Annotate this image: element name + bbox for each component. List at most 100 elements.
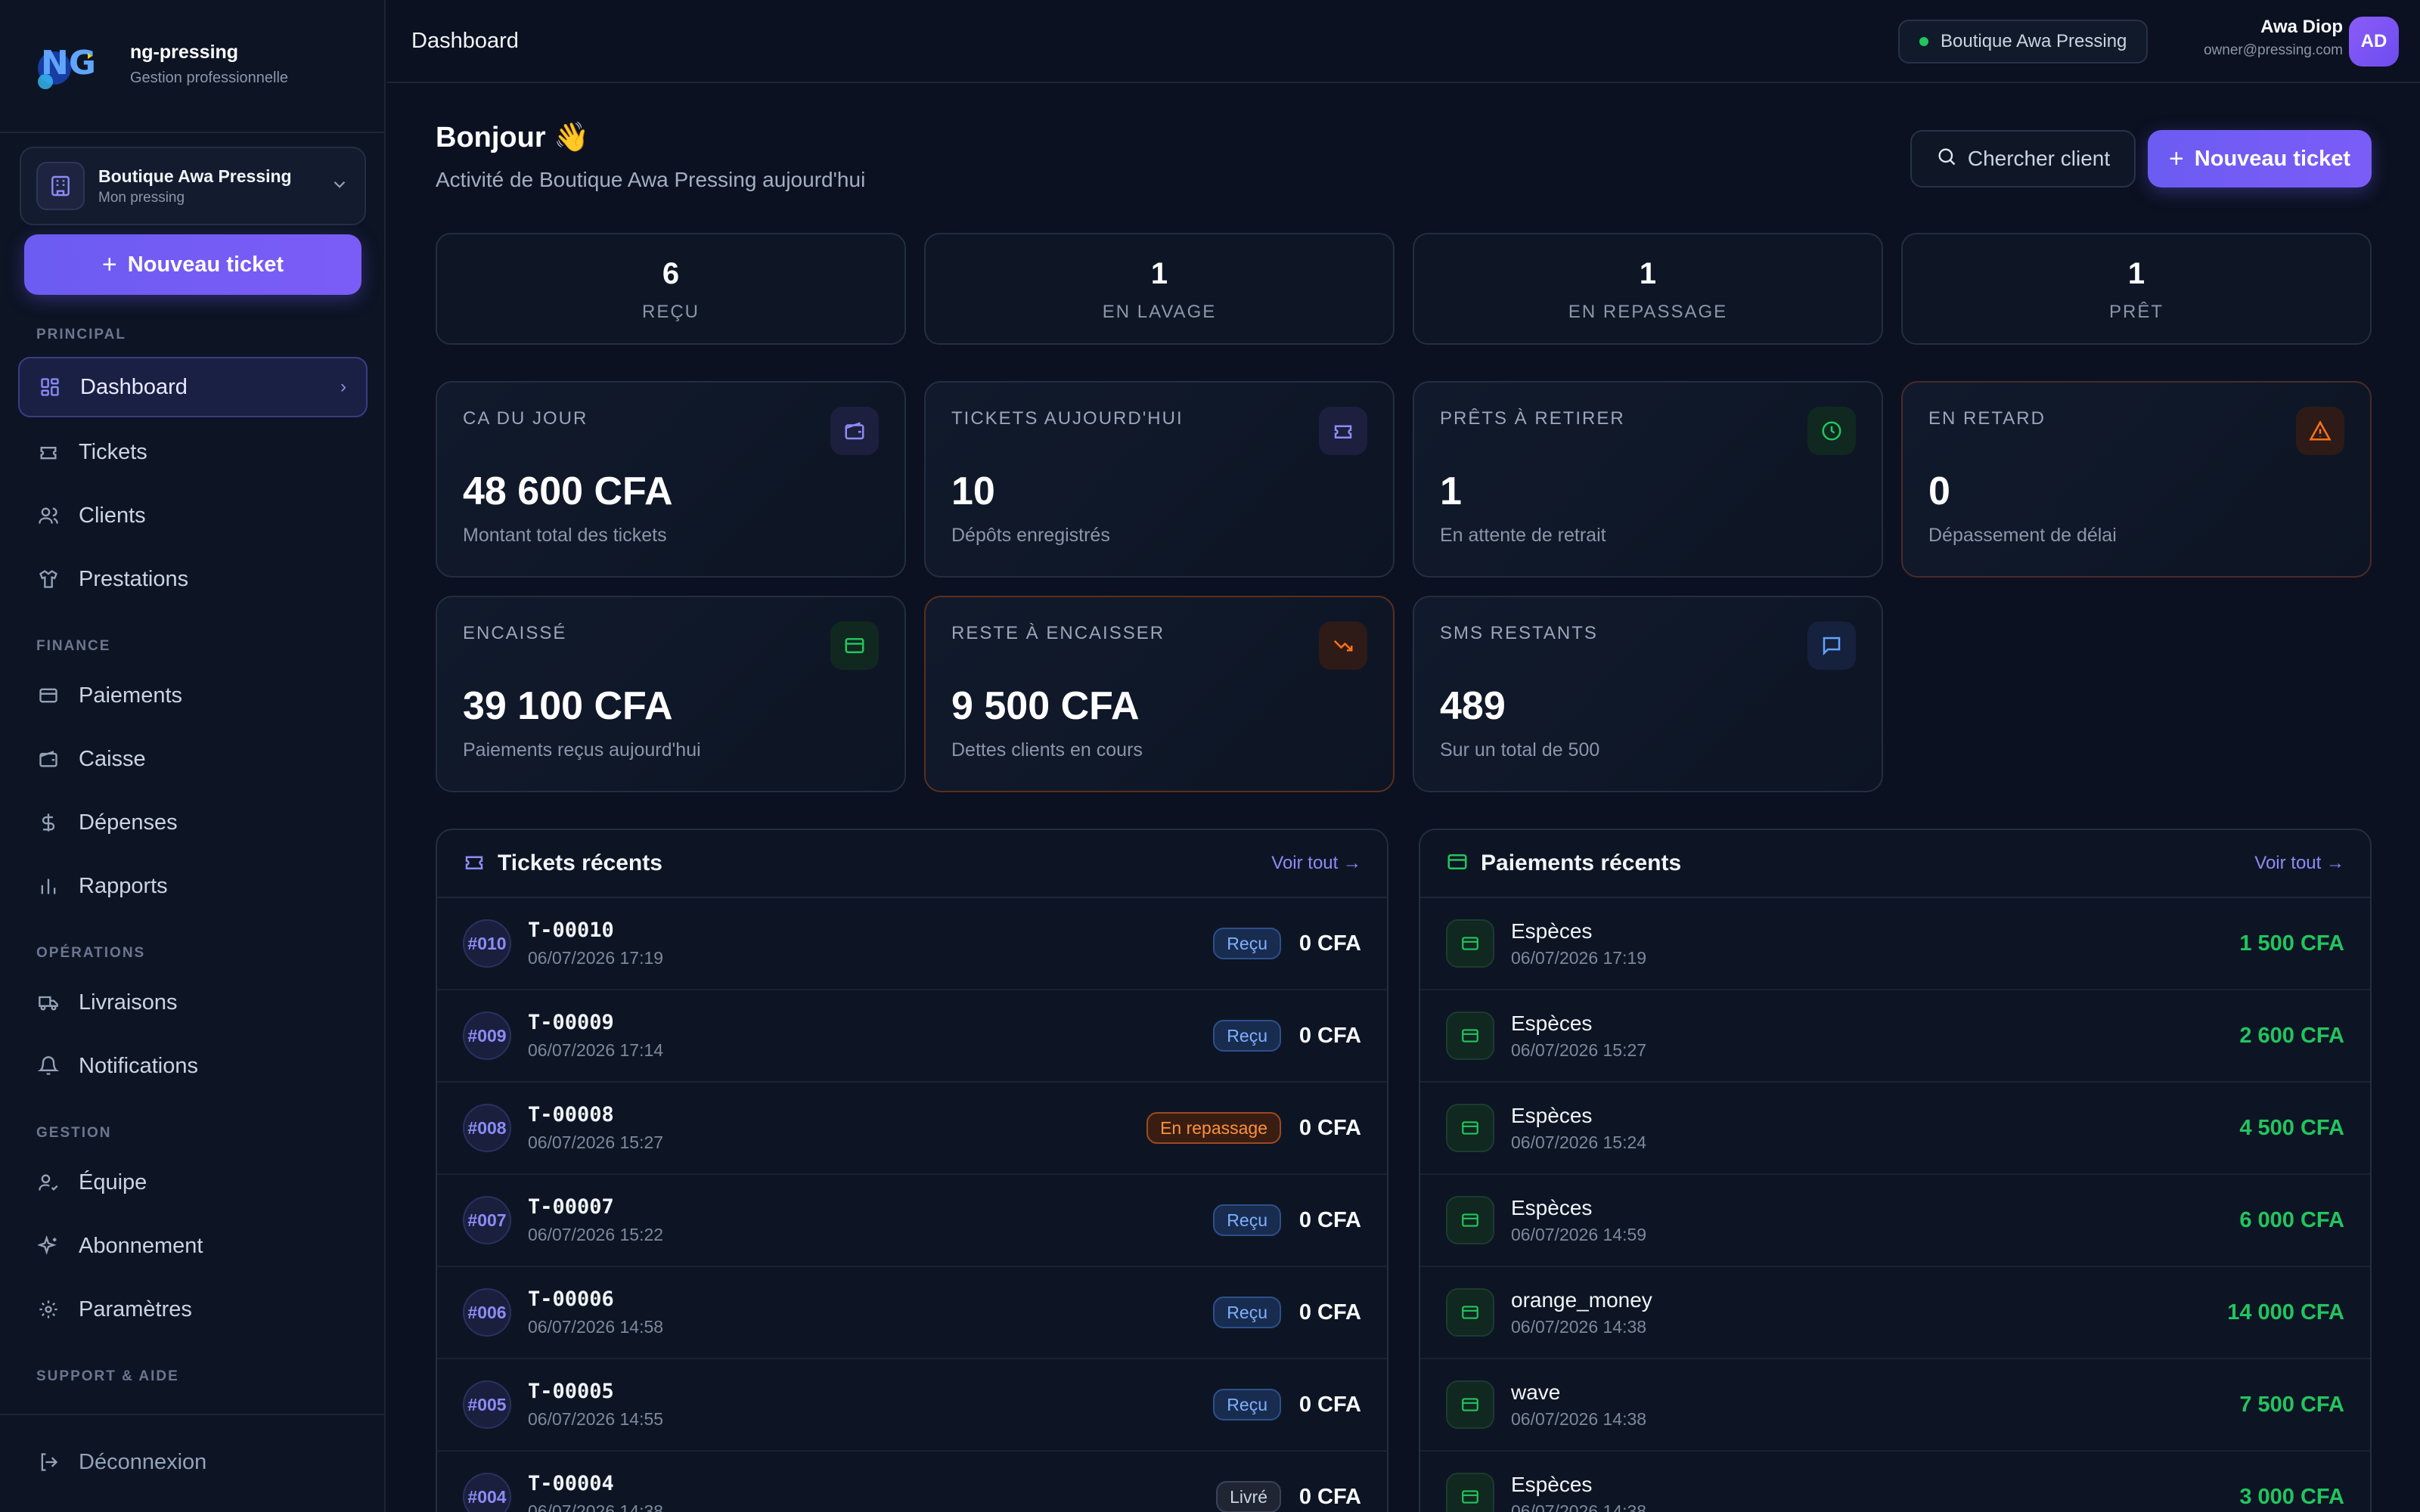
avatar[interactable]: AD [2349, 17, 2399, 67]
list-item[interactable]: orange_money 06/07/2026 14:38 14 000 CFA [1420, 1267, 2370, 1359]
ticket-tag: #007 [463, 1196, 511, 1244]
card-icon [1446, 1288, 1494, 1337]
status-count-repassage[interactable]: 1 EN REPASSAGE [1413, 233, 1883, 345]
shop-name: Boutique Awa Pressing [98, 166, 292, 186]
ticket-code: T-00004 [528, 1472, 614, 1495]
kpi-subtitle: Dépassement de délai [1928, 525, 2117, 546]
sidebar-item-notifications[interactable]: Notifications [18, 1036, 368, 1096]
status-badge: Reçu [1213, 1389, 1281, 1421]
sidebar-item-prestations[interactable]: Prestations [18, 549, 368, 609]
view-all-payments-link[interactable]: Voir tout → [2254, 853, 2344, 873]
table-row[interactable]: #007 T-00007 06/07/2026 15:22 Reçu 0 CFA [437, 1175, 1387, 1267]
sidebar-item-label: Équipe [79, 1170, 147, 1194]
status-count-label: REÇU [641, 302, 700, 322]
status-count-lavage[interactable]: 1 EN LAVAGE [924, 233, 1395, 345]
sidebar-item-equipe[interactable]: Équipe [18, 1152, 368, 1213]
search-client-button[interactable]: Chercher client [1910, 130, 2136, 187]
list-item[interactable]: Espèces 06/07/2026 17:19 1 500 CFA [1420, 898, 2370, 990]
ticket-amount: 0 CFA [1298, 1023, 1361, 1048]
payment-date: 06/07/2026 14:59 [1511, 1224, 1647, 1244]
kpi-value: 39 100 CFA [463, 684, 673, 728]
sidebar-item-parametres[interactable]: Paramètres [18, 1279, 368, 1340]
list-item[interactable]: wave 06/07/2026 14:38 7 500 CFA [1420, 1359, 2370, 1452]
kpi-value: 0 [1928, 469, 1950, 513]
chevron-right-icon: › [340, 376, 346, 397]
new-ticket-button[interactable]: + Nouveau ticket [2148, 130, 2372, 187]
list-item[interactable]: Espèces 06/07/2026 15:24 4 500 CFA [1420, 1083, 2370, 1175]
list-item[interactable]: Espèces 06/07/2026 15:27 2 600 CFA [1420, 990, 2370, 1083]
sidebar-item-rapports[interactable]: Rapports [18, 856, 368, 916]
sidebar-divider [0, 1414, 386, 1415]
sidebar-item-paiements[interactable]: Paiements [18, 665, 368, 726]
status-count-label: EN REPASSAGE [1568, 302, 1728, 322]
card-icon [1446, 1012, 1494, 1060]
brand[interactable]: NG ng-pressing Gestion professionnelle [27, 23, 288, 106]
sparkles-icon [36, 1234, 60, 1258]
sidebar-item-label: Dashboard [80, 374, 188, 399]
table-row[interactable]: #006 T-00006 06/07/2026 14:58 Reçu 0 CFA [437, 1267, 1387, 1359]
kpi-tickets-aujourdhui: TICKETS AUJOURD'HUI 10 Dépôts enregistré… [924, 381, 1395, 578]
sidebar-item-caisse[interactable]: Caisse [18, 729, 368, 789]
payment-method: Espèces [1511, 1195, 1593, 1219]
payment-method: Espèces [1511, 1011, 1593, 1035]
card-icon [1446, 1104, 1494, 1152]
status-count-value: 6 [662, 257, 680, 290]
sidebar-item-abonnement[interactable]: Abonnement [18, 1216, 368, 1276]
truck-icon [36, 990, 60, 1015]
card-icon [1446, 1196, 1494, 1244]
table-row[interactable]: #009 T-00009 06/07/2026 17:14 Reçu 0 CFA [437, 990, 1387, 1083]
wallet-icon [36, 747, 60, 771]
payment-date: 06/07/2026 15:27 [1511, 1040, 1647, 1060]
ticket-amount: 0 CFA [1298, 1392, 1361, 1417]
status-count-recu[interactable]: 6 REÇU [436, 233, 906, 345]
status-count-value: 1 [1150, 257, 1168, 290]
table-row[interactable]: #004 T-00004 06/07/2026 14:38 Livré 0 CFA [437, 1452, 1387, 1512]
sidebar-item-tickets[interactable]: Tickets [18, 422, 368, 482]
payment-date: 06/07/2026 17:19 [1511, 947, 1647, 968]
ticket-code: T-00006 [528, 1287, 614, 1311]
ticket-date: 06/07/2026 15:27 [528, 1132, 664, 1152]
status-badge: Reçu [1213, 1297, 1281, 1328]
recent-tickets-title: Tickets récents [498, 850, 662, 875]
sidebar-new-ticket-button[interactable]: + Nouveau ticket [24, 234, 361, 295]
sidebar-item-livraisons[interactable]: Livraisons [18, 972, 368, 1033]
sidebar-new-ticket-label: Nouveau ticket [127, 252, 284, 277]
user-info[interactable]: Awa Diop owner@pressing.com [2172, 17, 2343, 59]
table-row[interactable]: #008 T-00008 06/07/2026 15:27 En repassag… [437, 1083, 1387, 1175]
shop-selector[interactable]: Boutique Awa Pressing Mon pressing [20, 147, 366, 225]
sidebar-item-label: Livraisons [79, 990, 178, 1015]
table-row[interactable]: #010 T-00010 06/07/2026 17:19 Reçu 0 CFA [437, 898, 1387, 990]
list-item[interactable]: Espèces 06/07/2026 14:38 3 000 CFA [1420, 1452, 2370, 1512]
section-gestion: GESTION [36, 1125, 112, 1141]
list-item[interactable]: Espèces 06/07/2026 14:59 6 000 CFA [1420, 1175, 2370, 1267]
logout-button[interactable]: Déconnexion [18, 1432, 368, 1492]
kpi-title: EN RETARD [1928, 408, 2046, 429]
kpi-title: TICKETS AUJOURD'HUI [951, 408, 1184, 429]
sidebar-item-label: Paiements [79, 683, 183, 708]
card-icon [1446, 919, 1494, 968]
status-count-pret[interactable]: 1 PRÊT [1901, 233, 2372, 345]
sidebar-item-clients[interactable]: Clients [18, 485, 368, 546]
kpi-title: CA DU JOUR [463, 408, 588, 429]
payment-amount: 1 500 CFA [2239, 931, 2344, 956]
sidebar-item-depenses[interactable]: Dépenses [18, 792, 368, 853]
card-icon [1446, 850, 1469, 877]
status-count-label: EN LAVAGE [1102, 302, 1217, 322]
view-all-tickets-link[interactable]: Voir tout → [1271, 853, 1361, 873]
kpi-value: 9 500 CFA [951, 684, 1140, 728]
payment-amount: 2 600 CFA [2239, 1023, 2344, 1048]
sidebar-item-label: Caisse [79, 746, 146, 771]
dashboard-icon [38, 375, 62, 399]
sidebar-item-dashboard[interactable]: Dashboard › [18, 357, 368, 417]
payment-date: 06/07/2026 14:38 [1511, 1316, 1647, 1337]
ticket-date: 06/07/2026 14:55 [528, 1409, 664, 1429]
shop-status-badge[interactable]: Boutique Awa Pressing [1898, 20, 2149, 64]
sidebar-item-label: Paramètres [79, 1297, 192, 1321]
bar-chart-icon [36, 874, 60, 898]
status-badge: En repassage [1146, 1112, 1281, 1144]
sidebar-item-label: Dépenses [79, 810, 178, 835]
kpi-subtitle: Dépôts enregistrés [951, 525, 1110, 546]
kpi-subtitle: Montant total des tickets [463, 525, 667, 546]
table-row[interactable]: #005 T-00005 06/07/2026 14:55 Reçu 0 CFA [437, 1359, 1387, 1452]
ticket-code: T-00010 [528, 919, 614, 942]
